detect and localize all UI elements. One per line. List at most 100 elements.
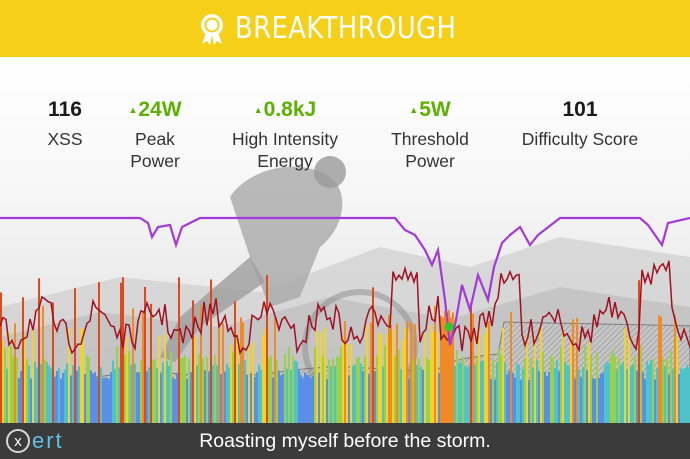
power-bar bbox=[564, 361, 566, 423]
power-bar bbox=[88, 356, 90, 423]
power-bar bbox=[546, 376, 548, 423]
power-bar bbox=[288, 347, 290, 423]
power-bar bbox=[44, 359, 46, 423]
power-bar bbox=[112, 360, 114, 423]
power-bar bbox=[174, 379, 176, 423]
power-bar bbox=[558, 371, 560, 423]
power-bar bbox=[518, 365, 520, 423]
power-bar bbox=[284, 353, 286, 423]
power-bar bbox=[500, 355, 502, 423]
power-bar bbox=[252, 341, 254, 423]
power-bar bbox=[536, 360, 538, 423]
power-bar bbox=[514, 377, 516, 423]
power-bar bbox=[388, 314, 390, 423]
metric-label-line2: Power bbox=[130, 151, 180, 171]
power-bar bbox=[418, 358, 420, 423]
power-bar bbox=[526, 335, 528, 423]
power-bar bbox=[656, 367, 658, 423]
power-bar bbox=[140, 360, 142, 423]
power-bar bbox=[326, 378, 328, 423]
power-bar bbox=[398, 349, 400, 423]
power-bar bbox=[428, 360, 430, 423]
power-bar bbox=[114, 369, 116, 423]
power-bar bbox=[358, 357, 360, 423]
power-bar bbox=[146, 371, 148, 423]
power-bar bbox=[604, 365, 606, 423]
power-bar bbox=[50, 368, 52, 423]
power-bar bbox=[164, 333, 166, 423]
power-bar bbox=[22, 297, 24, 423]
power-bar bbox=[504, 362, 506, 423]
power-bar bbox=[118, 367, 120, 423]
power-bar bbox=[562, 330, 564, 423]
power-bar bbox=[192, 300, 194, 423]
power-bar bbox=[346, 343, 348, 423]
power-bar bbox=[576, 317, 578, 423]
power-bar bbox=[130, 365, 132, 423]
power-bar bbox=[246, 375, 248, 423]
power-bar bbox=[134, 363, 136, 423]
power-bar bbox=[540, 325, 542, 423]
power-bar bbox=[148, 367, 150, 423]
power-bar bbox=[382, 366, 384, 423]
breakthrough-marker bbox=[444, 322, 454, 332]
metric-value: ▲5W bbox=[370, 96, 490, 124]
power-bar bbox=[86, 355, 88, 423]
power-bar bbox=[152, 359, 154, 423]
power-bar bbox=[572, 319, 574, 423]
power-bar bbox=[4, 347, 6, 423]
power-bar bbox=[636, 370, 638, 423]
metric-high-intensity-energy: ▲0.8kJ High Intensity Energy bbox=[215, 96, 355, 172]
power-bar bbox=[96, 377, 98, 423]
power-bar bbox=[278, 370, 280, 423]
power-bar bbox=[528, 379, 530, 423]
power-bar bbox=[622, 361, 624, 423]
power-bar bbox=[440, 315, 442, 423]
power-bar bbox=[40, 364, 42, 423]
power-bar bbox=[448, 310, 450, 423]
power-bar bbox=[674, 315, 676, 423]
power-bar bbox=[570, 337, 572, 423]
power-bar bbox=[238, 363, 240, 423]
power-bar bbox=[586, 370, 588, 423]
power-bar bbox=[534, 338, 536, 423]
power-bar bbox=[684, 367, 686, 423]
breakthrough-banner: BREAKTHROUGH bbox=[0, 0, 690, 57]
metric-label: Difficulty Score bbox=[521, 129, 639, 149]
power-bar bbox=[90, 370, 92, 423]
power-bar bbox=[2, 341, 4, 423]
power-bar bbox=[612, 349, 614, 423]
power-bar bbox=[236, 333, 238, 423]
power-bar bbox=[550, 355, 552, 423]
power-bar bbox=[476, 356, 478, 423]
power-bar bbox=[338, 357, 340, 423]
power-bar bbox=[328, 360, 330, 423]
power-bar bbox=[274, 317, 276, 423]
power-bar bbox=[218, 321, 220, 423]
power-bar bbox=[580, 377, 582, 423]
power-bar bbox=[444, 310, 446, 423]
power-bar bbox=[210, 279, 212, 423]
power-bar bbox=[224, 371, 226, 423]
metric-label-line2: Power bbox=[405, 151, 455, 171]
power-bar bbox=[120, 282, 122, 423]
power-bar bbox=[322, 356, 324, 423]
power-bar bbox=[556, 360, 558, 423]
power-bar bbox=[472, 313, 474, 423]
power-bar bbox=[314, 346, 316, 423]
power-bar bbox=[566, 365, 568, 423]
power-bar bbox=[226, 363, 228, 423]
power-bar bbox=[478, 328, 480, 423]
power-bar bbox=[496, 361, 498, 423]
power-bar bbox=[436, 332, 438, 423]
power-bar bbox=[452, 312, 454, 423]
power-bar bbox=[316, 330, 318, 423]
power-bar bbox=[28, 365, 30, 423]
power-bar bbox=[642, 372, 644, 423]
power-bar bbox=[632, 364, 634, 423]
power-bar bbox=[332, 358, 334, 423]
power-bar bbox=[168, 365, 170, 423]
power-bar bbox=[200, 305, 202, 423]
power-bar bbox=[482, 360, 484, 423]
power-bar bbox=[414, 324, 416, 423]
